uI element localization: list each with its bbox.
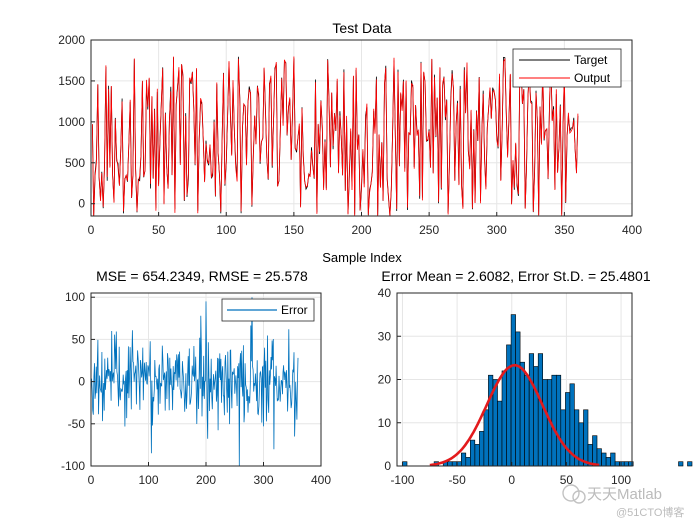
histogram-bar	[614, 461, 620, 467]
histogram-bar	[506, 344, 512, 467]
error-xtick-label: 0	[88, 473, 95, 487]
error-xtick-label: 400	[311, 473, 331, 487]
histogram-bar	[469, 439, 476, 467]
histogram-bar	[460, 452, 467, 467]
histogram-bar	[601, 452, 607, 467]
histogram-bar	[560, 409, 566, 467]
histogram-ytick-label: 10	[378, 416, 392, 430]
top-xtick-label: 350	[554, 223, 574, 237]
histogram-bar	[501, 370, 507, 467]
top-series	[92, 56, 579, 217]
error-title: MSE = 654.2349, RMSE = 25.578	[96, 268, 308, 284]
top-xtick-label: 400	[622, 223, 642, 237]
histogram-axes: Error Mean = 2.6082, Error St.D. = 25.48…	[378, 268, 693, 487]
histogram-bar	[592, 435, 598, 467]
output-series-line	[92, 56, 579, 217]
top-ytick-label: 500	[65, 156, 85, 170]
watermark: 天天Matlab @51CTO博客	[562, 484, 684, 519]
top-ytick-label: 1000	[58, 115, 85, 129]
error-ytick-label: 50	[72, 332, 86, 346]
histogram-ytick-label: 30	[378, 329, 392, 343]
histogram-xtick-label: 0	[508, 473, 515, 487]
top-xtick-label: 250	[419, 223, 439, 237]
error-axes: MSE = 654.2349, RMSE = 25.578 0 100 200 300…	[61, 268, 331, 487]
histogram-bar	[596, 448, 602, 467]
histogram-bar	[451, 461, 458, 467]
top-ytick-label: 2000	[58, 33, 85, 47]
histogram-bar	[542, 379, 548, 467]
error-ytick-label: 100	[65, 290, 85, 304]
top-xtick-label: 50	[152, 223, 166, 237]
top-ytick-label: 1500	[58, 74, 85, 88]
histogram-bar	[528, 353, 535, 467]
watermark-line2: @51CTO博客	[616, 505, 684, 519]
wechat-icon-bubble	[572, 490, 586, 504]
histogram-bar	[474, 444, 480, 467]
histogram-bar	[479, 431, 485, 467]
histogram-bar	[678, 461, 684, 467]
histogram-title: Error Mean = 2.6082, Error St.D. = 25.48…	[381, 268, 650, 284]
histogram-bar	[447, 461, 453, 467]
histogram-bar	[628, 461, 634, 467]
error-ytick-label: -100	[61, 459, 85, 473]
top-title: Test Data	[332, 20, 391, 36]
histogram-xtick-label: -100	[390, 473, 414, 487]
error-xtick-label: 100	[138, 473, 158, 487]
histogram-bar	[524, 374, 530, 467]
histogram-bar	[555, 374, 562, 467]
histogram-xtick-label: 100	[611, 473, 631, 487]
histogram-fit	[429, 363, 600, 467]
top-xlabel: Sample Index	[322, 250, 402, 265]
histogram-ytick-label: 0	[384, 459, 391, 473]
wechat-icon	[562, 484, 580, 502]
histogram-xtick-label: -50	[448, 473, 466, 487]
top-xtick-label: 300	[487, 223, 507, 237]
histogram-bar	[583, 409, 589, 467]
top-legend: Target Output	[512, 48, 622, 88]
histogram-bar	[605, 457, 611, 467]
top-xtick-label: 200	[351, 223, 371, 237]
error-series	[91, 297, 299, 467]
histogram-bar	[519, 361, 525, 467]
error-ytick-label: -50	[68, 417, 86, 431]
histogram-bar	[465, 457, 471, 467]
histogram-ticks: -100 -50 0 50 100 0 10 20 30 40	[378, 286, 632, 487]
histogram-bar	[537, 353, 544, 467]
histogram-bar	[483, 409, 489, 467]
error-xtick-label: 300	[253, 473, 273, 487]
error-ytick-label: 0	[78, 375, 85, 389]
top-xtick-label: 100	[216, 223, 236, 237]
histogram-bar	[402, 461, 408, 467]
error-series-line	[91, 297, 299, 467]
legend-error-label: Error	[281, 303, 308, 317]
histogram-bar	[687, 461, 693, 467]
top-ticks: 0 50 100 150 200 250 300 350 400 0 500 1000 1500 2000	[58, 33, 642, 237]
histogram-ytick-label: 20	[378, 373, 392, 387]
histogram-bar	[510, 314, 516, 467]
watermark-line1: 天天Matlab	[587, 486, 662, 503]
histogram-bar	[515, 331, 521, 467]
histogram-bar	[488, 374, 494, 467]
histogram-bar	[533, 366, 539, 467]
histogram-bar	[619, 461, 625, 467]
histogram-ytick-label: 40	[378, 286, 392, 300]
legend-output-label: Output	[574, 71, 611, 85]
error-xtick-label: 200	[196, 473, 216, 487]
error-legend: Error	[221, 298, 315, 322]
top-axes: Test Data 0 50 100 150 200 250 300 350 400 0 500 10…	[58, 20, 642, 265]
top-ytick-label: 0	[78, 197, 85, 211]
legend-target-label: Target	[574, 53, 608, 67]
top-legend-box	[512, 48, 622, 88]
histogram-xtick-label: 50	[560, 473, 574, 487]
histogram-bar	[623, 461, 630, 467]
histogram-bar	[551, 374, 557, 467]
top-xtick-label: 0	[88, 223, 95, 237]
histogram-bar	[565, 392, 571, 467]
error-ticks: 0 100 200 300 400 -100 -50 0 50 100	[61, 290, 331, 487]
top-xtick-label: 150	[284, 223, 304, 237]
histogram-bar	[497, 400, 503, 467]
normal-fit-curve	[429, 363, 600, 467]
histogram-bar	[610, 452, 616, 467]
